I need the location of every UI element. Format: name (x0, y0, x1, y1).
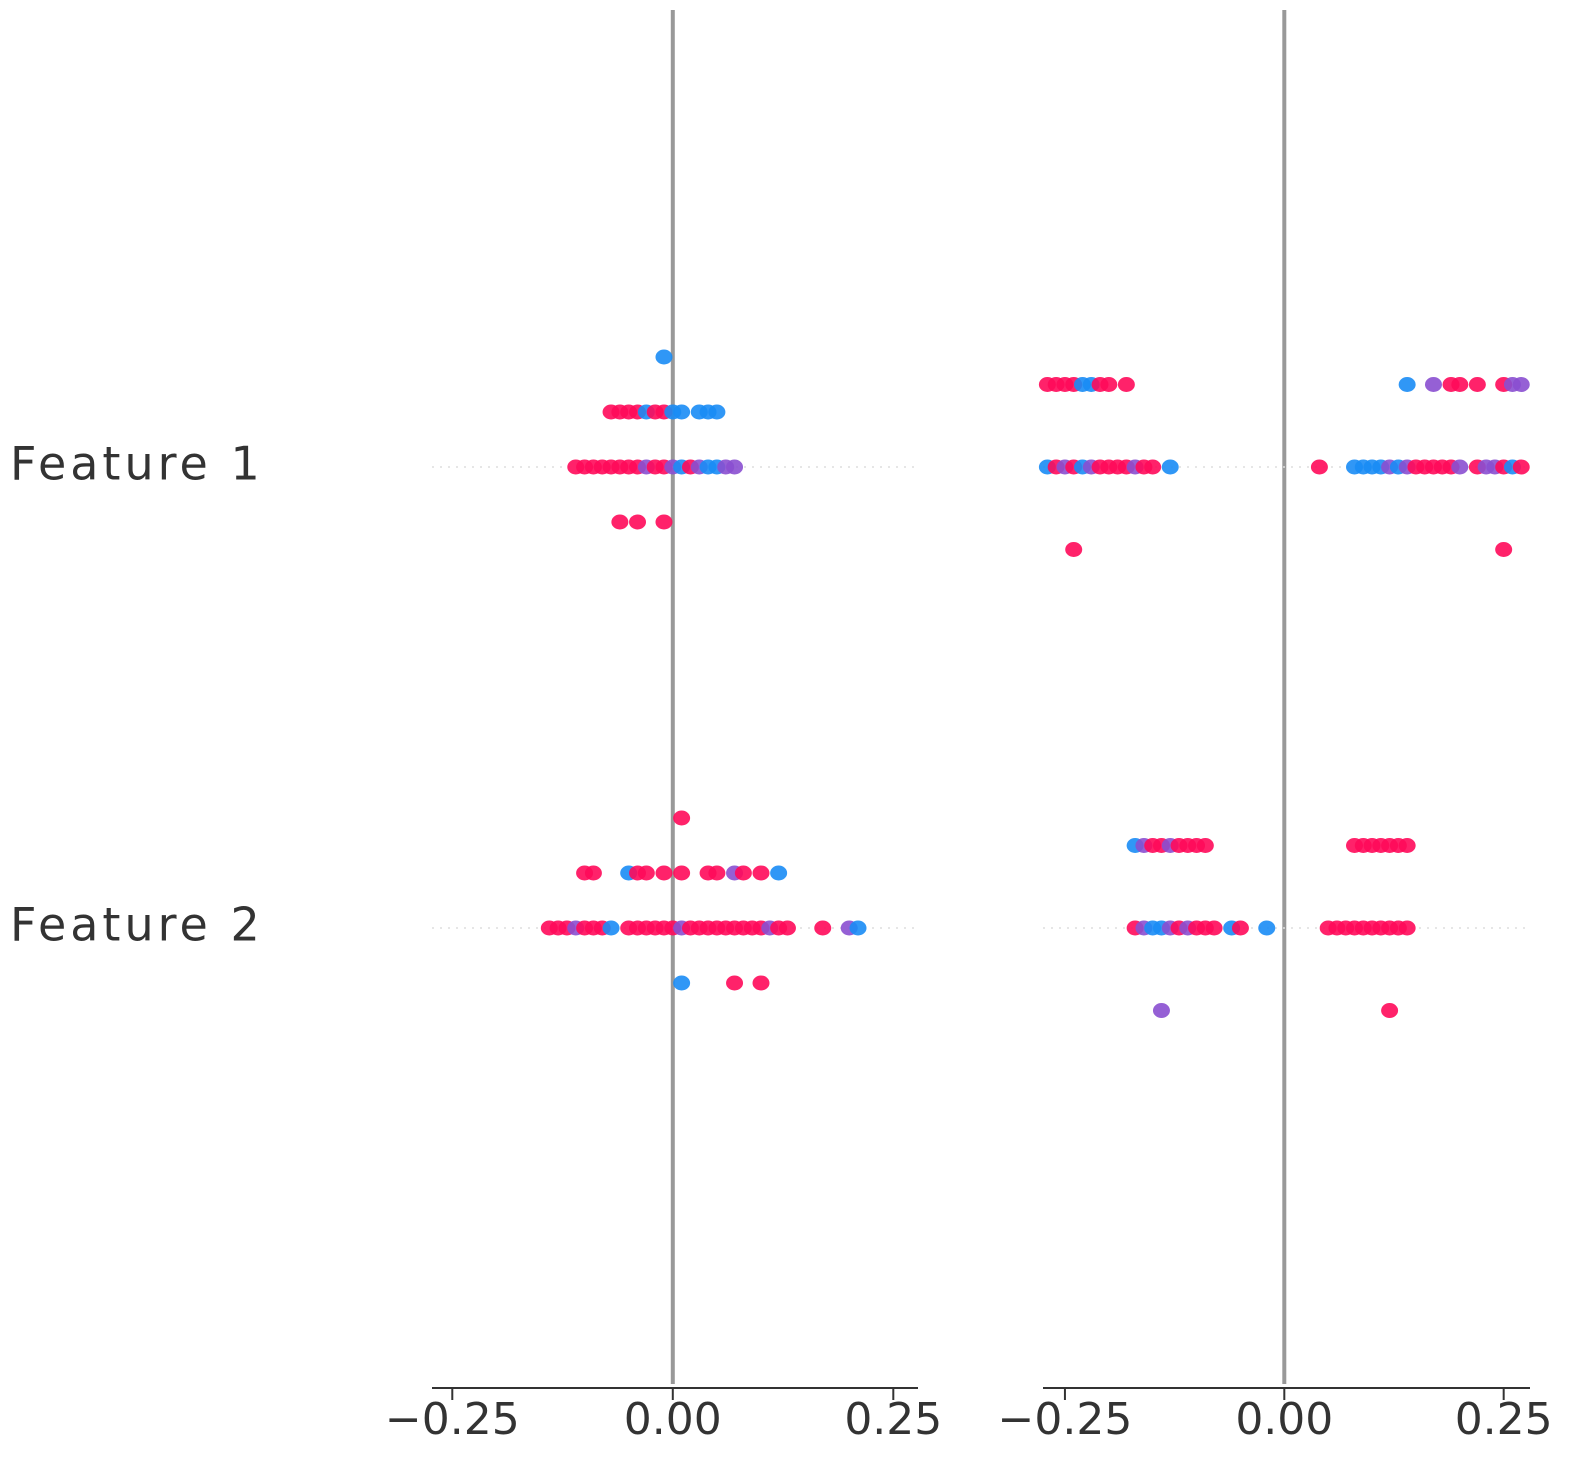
dot (708, 865, 726, 881)
dot (673, 865, 691, 881)
dot (655, 865, 673, 881)
dot (584, 865, 602, 881)
dot (673, 404, 691, 420)
dot (1468, 377, 1486, 392)
dot (1398, 377, 1416, 392)
dot (1424, 377, 1442, 392)
dot (637, 865, 655, 881)
dot (1205, 920, 1223, 936)
dot (1398, 920, 1416, 936)
dot (602, 920, 620, 936)
dot (752, 865, 770, 881)
dot (1310, 459, 1328, 475)
x-tick-label: 0.25 (1455, 1394, 1553, 1445)
dot (611, 514, 629, 530)
dot (1451, 459, 1469, 475)
dot (1495, 542, 1513, 557)
dot (1065, 542, 1083, 557)
dot (1196, 838, 1214, 853)
dot (708, 404, 726, 420)
x-tick-label: −0.25 (998, 1394, 1133, 1445)
feature-label: Feature 1 (10, 437, 264, 491)
dot (1258, 920, 1276, 936)
dot (673, 975, 691, 991)
dot (655, 514, 673, 530)
feature-label: Feature 2 (10, 898, 264, 952)
dot (814, 920, 832, 936)
x-tick-label: 0.00 (624, 1394, 722, 1445)
dot (849, 920, 867, 936)
dot (1161, 459, 1179, 475)
dot (629, 514, 647, 530)
dot (734, 865, 752, 881)
dot (1381, 1003, 1399, 1018)
dot (1144, 459, 1162, 475)
dot (778, 920, 796, 936)
dot (726, 975, 744, 991)
dot (1398, 838, 1416, 853)
dot (752, 975, 770, 991)
x-tick-label: 0.00 (1235, 1394, 1333, 1445)
dot (673, 810, 691, 826)
dot (1152, 1003, 1170, 1018)
dot (1512, 377, 1530, 392)
dot (655, 349, 673, 365)
dot (726, 459, 744, 475)
dot (1100, 377, 1118, 392)
dot (1512, 459, 1530, 475)
dot (770, 865, 788, 881)
x-tick-label: −0.25 (385, 1394, 520, 1445)
dot (1231, 920, 1249, 936)
dot (1117, 377, 1135, 392)
dot (1451, 377, 1469, 392)
x-tick-label: 0.25 (844, 1394, 942, 1445)
